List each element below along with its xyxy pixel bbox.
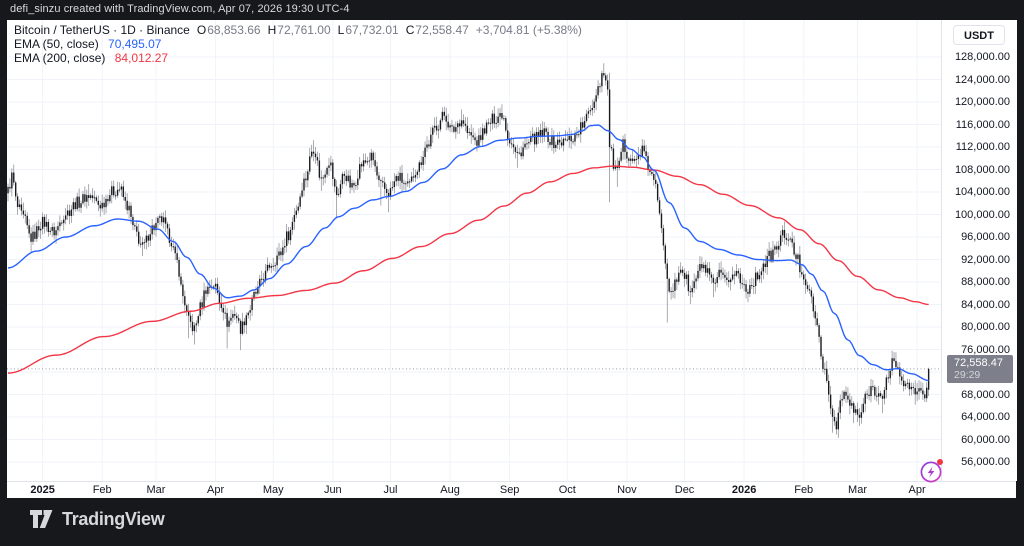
price-tick-label: 116,000.00 xyxy=(955,118,1010,131)
notification-dot xyxy=(937,459,943,465)
time-tick-label: Apr xyxy=(908,484,926,496)
time-tick-label: 2026 xyxy=(731,484,757,496)
ema200-legend-row[interactable]: EMA (200, close) 84,012.27 xyxy=(14,50,582,66)
low-value: 67,732.01 xyxy=(345,23,399,37)
time-tick-label: Dec xyxy=(674,484,695,496)
open-value: 68,853.66 xyxy=(207,23,261,37)
close-label: C72,558.47 xyxy=(405,23,469,37)
close-value: 72,558.47 xyxy=(415,23,469,37)
currency-toggle-button[interactable]: USDT xyxy=(953,25,1005,45)
price-tick-label: 120,000.00 xyxy=(954,96,1010,108)
price-tick-label: 80,000.00 xyxy=(961,321,1010,333)
time-tick-label: Aug xyxy=(440,484,460,496)
time-tick-label: Nov xyxy=(617,484,637,496)
symbol-title[interactable]: Bitcoin / TetherUS · 1D · Binance xyxy=(14,23,190,37)
price-tick-label: 104,000.00 xyxy=(954,186,1010,198)
high-value: 72,761.00 xyxy=(277,23,331,37)
time-tick-label: May xyxy=(262,484,284,496)
price-tick-label: 76,000.00 xyxy=(961,343,1010,356)
price-tick-label: 108,000.00 xyxy=(954,163,1010,176)
price-axis[interactable]: USDT 128,000.00 124,000.00 120,000.00 116,0… xyxy=(941,20,1017,481)
price-chart-canvas[interactable] xyxy=(7,20,941,481)
last-price-value: 72,558.47 xyxy=(954,356,1003,369)
attribution-text: defi_sinzu created with TradingView.com,… xyxy=(10,3,350,15)
price-tick-label: 88,000.00 xyxy=(961,276,1010,288)
time-tick-label: Jul xyxy=(383,484,398,496)
chart-legend: Bitcoin / TetherUS · 1D · Binance O68,853… xyxy=(14,23,582,66)
price-tick-label: 84,000.00 xyxy=(961,298,1010,311)
price-tick-label: 96,000.00 xyxy=(961,231,1010,243)
time-tick-label: Feb xyxy=(92,484,112,496)
symbol-legend-row[interactable]: Bitcoin / TetherUS · 1D · Binance O68,853… xyxy=(14,23,582,38)
time-tick-label: Jun xyxy=(323,484,342,496)
low-label: L67,732.01 xyxy=(337,23,399,37)
open-label: O68,853.66 xyxy=(196,23,261,37)
refresh-lightning-button[interactable] xyxy=(919,459,943,484)
time-tick-label: Apr xyxy=(207,484,225,496)
footer-bar: TradingView xyxy=(0,498,1024,546)
price-tick-label: 68,000.00 xyxy=(961,388,1010,401)
bar-countdown: 29:29 xyxy=(954,368,981,381)
chart-card: Bitcoin / TetherUS · 1D · Binance O68,853… xyxy=(7,20,1017,498)
price-tick-label: 100,000.00 xyxy=(954,208,1010,221)
price-tick-label: 56,000.00 xyxy=(961,456,1010,468)
tradingview-logo[interactable]: TradingView xyxy=(30,509,165,530)
time-tick-label: Oct xyxy=(558,484,576,496)
price-tick-label: 128,000.00 xyxy=(954,51,1010,63)
time-tick-label: Feb xyxy=(794,484,814,496)
attribution-bar: defi_sinzu created with TradingView.com,… xyxy=(0,0,1024,20)
ema50-legend-row[interactable]: EMA (50, close) 70,495.07 xyxy=(14,36,582,52)
time-tick-label: Mar xyxy=(146,484,166,496)
last-price-label: 72,558.47 29:29 xyxy=(947,354,1013,383)
price-tick-label: 112,000.00 xyxy=(955,141,1010,153)
time-tick-label: Mar xyxy=(848,484,867,496)
time-tick-label: Sep xyxy=(499,484,520,496)
ema50-label: EMA (50, close) xyxy=(14,36,99,51)
price-tick-label: 124,000.00 xyxy=(954,73,1010,86)
change-value: +3,704.81 (+5.38%) xyxy=(475,23,582,37)
price-tick-label: 60,000.00 xyxy=(961,433,1010,446)
price-tick-label: 64,000.00 xyxy=(961,411,1010,423)
tradingview-logo-text: TradingView xyxy=(62,509,165,529)
time-tick-label: 2025 xyxy=(30,484,55,496)
ema50-value: 70,495.07 xyxy=(108,36,162,51)
lightning-icon xyxy=(920,461,942,483)
time-axis[interactable]: 2025 Feb Mar Apr May Jun Jul Aug Sep Oct Nov Dec 202… xyxy=(7,481,1016,498)
high-label: H72,761.00 xyxy=(267,23,331,37)
ema200-value: 84,012.27 xyxy=(114,50,169,65)
price-tick-label: 92,000.00 xyxy=(961,253,1010,266)
ema200-label: EMA (200, close) xyxy=(14,50,106,65)
tradingview-logo-icon xyxy=(30,510,53,528)
